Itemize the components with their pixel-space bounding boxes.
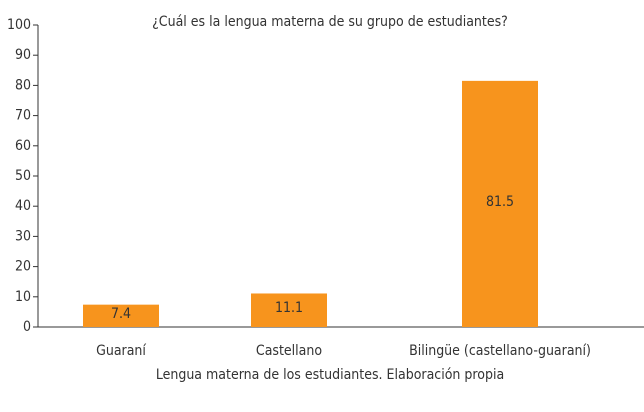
y-tick-label: 50 [15,168,31,184]
y-tick-label: 20 [15,259,31,275]
y-tick-label: 40 [15,198,31,214]
bar [251,293,327,327]
y-tick-label: 80 [15,77,31,93]
x-tick-label: Guaraní [96,343,146,359]
x-tick-label: Bilingüe (castellano-guaraní) [409,343,591,359]
y-tick-label: 10 [15,289,31,305]
y-tick-label: 100 [7,17,31,33]
bar [83,304,159,327]
y-tick-label: 30 [15,228,31,244]
value-label: 81.5 [486,194,514,210]
x-axis-label: Lengua materna de los estudiantes. Elabo… [156,367,504,383]
chart-title: ¿Cuál es la lengua materna de su grupo d… [152,14,508,30]
bar [462,80,538,328]
y-tick-label: 70 [15,108,31,124]
value-label: 7.4 [111,306,131,322]
x-tick-label: Castellano [256,343,322,359]
y-tick-label: 60 [15,138,31,154]
y-tick-label: 90 [15,47,31,63]
value-label: 11.1 [275,300,303,316]
y-tick-label: 0 [23,319,31,335]
